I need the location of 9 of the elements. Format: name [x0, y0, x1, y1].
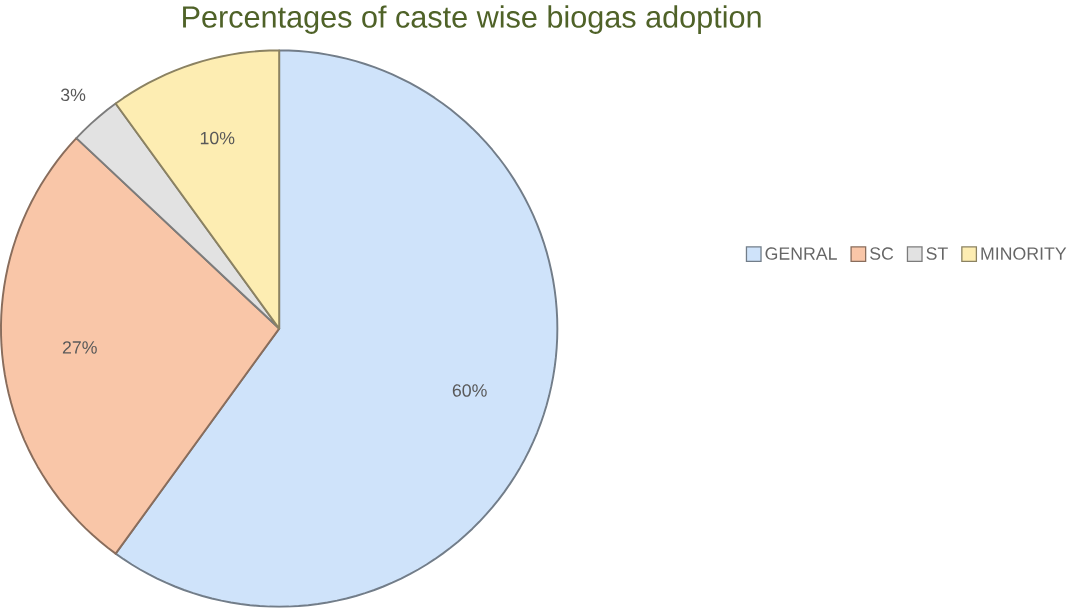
legend-label: MINORITY	[981, 247, 1067, 260]
data-label: 60%	[452, 384, 487, 397]
legend-label: GENRAL	[765, 247, 837, 260]
data-label: 27%	[62, 341, 97, 354]
data-label: 10%	[200, 131, 235, 145]
data-label: 3%	[60, 88, 86, 102]
legend-label: SC	[870, 247, 894, 260]
chart-title: Percentages of caste wise biogas adoption	[183, 5, 761, 35]
legend-label: ST	[926, 247, 948, 260]
